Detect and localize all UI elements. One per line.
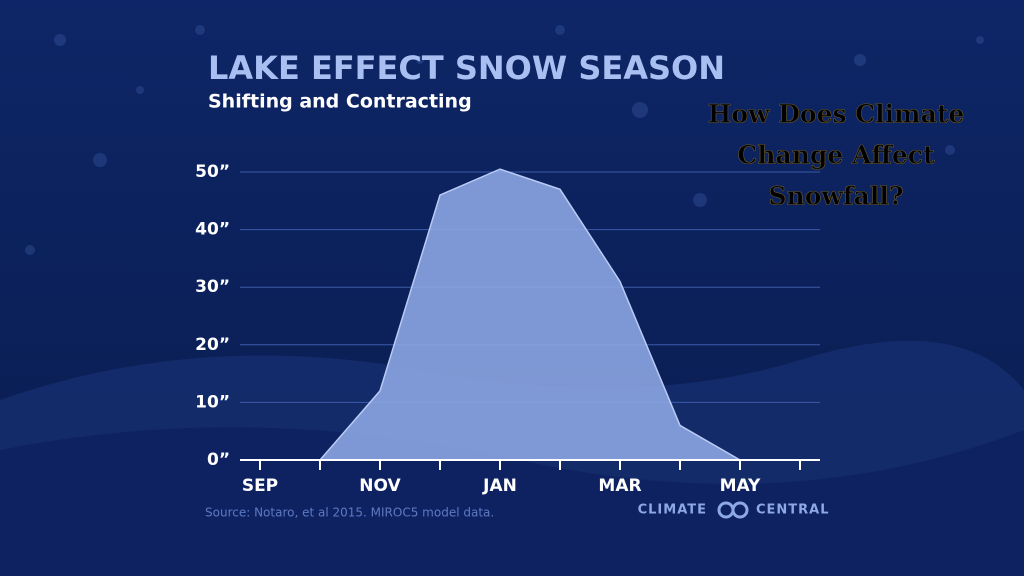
x-tick-label: SEP xyxy=(242,476,278,496)
snow-dots xyxy=(25,25,984,255)
plot: 0” 10” 20” 30” 40” 50” SEP NOV JAN MAR MAY xyxy=(195,162,820,496)
hill xyxy=(0,427,1024,576)
chart-subtitle: Shifting and Contracting xyxy=(208,91,472,113)
y-tick-label: 30” xyxy=(195,277,230,297)
overlay-caption: Snowfall? xyxy=(768,182,903,211)
overlay: How Does Climate Change Affect Snowfall? xyxy=(707,99,965,211)
overlay-caption: How Does Climate xyxy=(708,100,965,129)
logo-text: CLIMATE xyxy=(638,503,707,518)
overlay-caption: Change Affect xyxy=(737,141,935,170)
y-tick-label: 0” xyxy=(207,450,230,470)
y-tick-label: 20” xyxy=(195,335,230,355)
logo-text: CENTRAL xyxy=(756,503,830,518)
y-tick-label: 40” xyxy=(195,220,230,240)
x-tick-label: MAY xyxy=(720,476,761,496)
area xyxy=(318,168,743,461)
x-tick-label: NOV xyxy=(359,476,401,496)
logo-mark xyxy=(731,501,749,519)
chart-title: LAKE EFFECT SNOW SEASON xyxy=(208,49,725,87)
x-tick-label: JAN xyxy=(482,476,517,496)
y-tick-label: 10” xyxy=(195,392,230,412)
y-tick-label: 50” xyxy=(195,162,230,182)
x-tick-label: MAR xyxy=(598,476,641,496)
source-note: Source: Notaro, et al 2015. MIROC5 model… xyxy=(205,506,494,520)
